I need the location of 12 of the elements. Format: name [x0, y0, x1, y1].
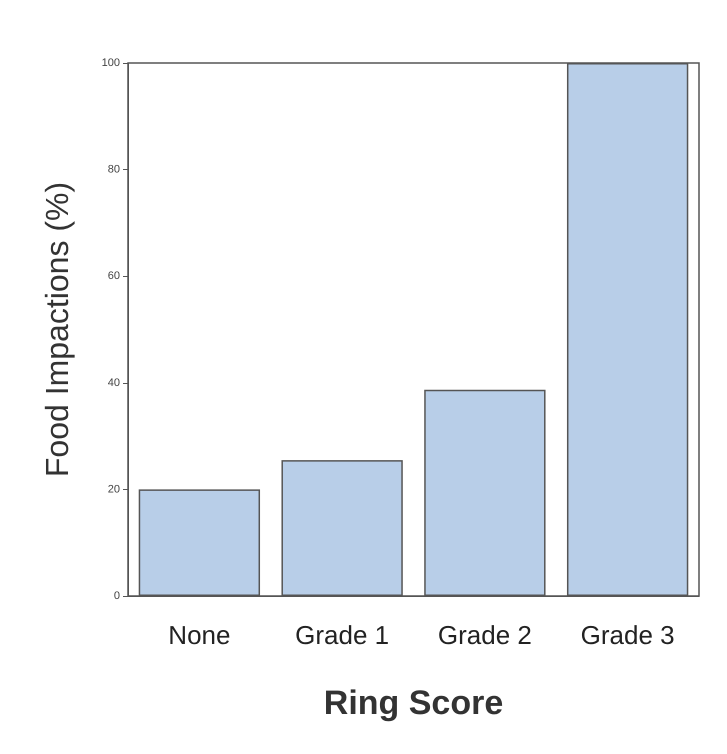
x-tick-label: None: [168, 620, 230, 650]
x-axis-title: Ring Score: [324, 684, 504, 722]
y-axis-title: Food Impactions (%): [39, 182, 75, 478]
x-tick-label: Grade 2: [438, 620, 532, 650]
y-tick-label: 80: [108, 164, 120, 176]
x-tick-label: Grade 1: [295, 620, 390, 650]
y-tick-label: 20: [108, 483, 120, 496]
x-tick-label: Grade 3: [580, 620, 675, 650]
y-tick-label: 40: [108, 376, 120, 389]
y-tick-label: 0: [114, 590, 120, 602]
y-tick-label: 60: [108, 270, 120, 282]
y-tick-label: 100: [102, 57, 120, 69]
